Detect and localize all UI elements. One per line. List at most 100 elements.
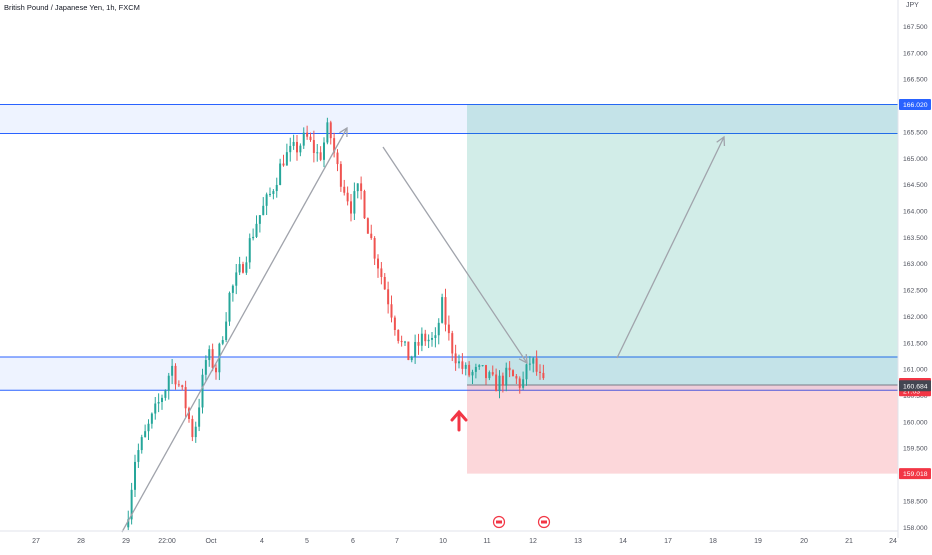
candle-body	[454, 353, 457, 364]
candle-body	[353, 191, 356, 214]
candle-body	[316, 152, 319, 154]
candle-body	[400, 340, 403, 343]
candle-body	[208, 349, 211, 361]
candle-body	[312, 140, 315, 153]
candle-body	[383, 276, 386, 290]
candle-body	[221, 340, 224, 344]
candle-body	[360, 183, 363, 191]
y-tick-label: 160.000	[903, 419, 928, 426]
candle-body	[393, 317, 396, 330]
trend-arrowhead-0	[339, 126, 348, 138]
price-label-text: 159.018	[903, 471, 928, 478]
candle-body	[350, 201, 352, 214]
x-tick-label: 11	[483, 538, 490, 545]
y-tick-label: 163.500	[903, 235, 928, 242]
y-tick-label: 162.000	[903, 314, 928, 321]
candle-body	[302, 132, 305, 146]
candle-body	[275, 184, 278, 192]
candle-body	[255, 223, 258, 237]
candle-body	[495, 374, 498, 392]
candle-body	[387, 289, 390, 305]
candle-body	[215, 367, 217, 373]
event-flag-mark-1	[541, 520, 547, 524]
candle-body	[289, 145, 292, 153]
price-label-text: 27:03	[903, 388, 920, 395]
candle-body	[225, 321, 228, 341]
candle-body	[505, 367, 508, 386]
price-label-text: 166.020	[903, 102, 928, 109]
candle-body	[150, 413, 153, 424]
candle-body	[397, 329, 400, 341]
candle-body	[478, 365, 481, 367]
y-tick-label: 165.000	[903, 156, 928, 163]
x-tick-label: 29	[122, 538, 130, 545]
candle-body	[296, 141, 298, 153]
x-tick-label: 21	[845, 538, 853, 545]
candle-body	[404, 341, 406, 343]
price-label-bg-3	[899, 380, 931, 392]
candle-body	[252, 236, 255, 239]
candle-body	[177, 384, 180, 386]
candle-body	[282, 163, 285, 166]
candle-body	[532, 358, 535, 364]
candle-body	[373, 238, 376, 259]
trend-arrow-0	[121, 127, 348, 533]
candle-body	[474, 366, 477, 372]
y-tick-label: 164.500	[903, 182, 928, 189]
candle-body	[279, 163, 282, 185]
x-tick-label: 12	[529, 538, 537, 545]
chart-title: British Pound / Japanese Yen, 1h, FXCM	[4, 3, 140, 12]
x-tick-label: 6	[351, 538, 355, 545]
x-tick-label: 22:00	[158, 538, 176, 545]
x-tick-label: 14	[619, 538, 627, 545]
candle-body	[238, 264, 241, 273]
candle-body	[157, 401, 160, 404]
candle-body	[198, 407, 201, 427]
x-tick-label: 5	[305, 538, 309, 545]
candle-body	[211, 349, 214, 368]
x-tick-label: 17	[664, 538, 672, 545]
candle-body	[528, 363, 531, 365]
y-tick-label: 163.000	[903, 261, 928, 268]
candle-body	[343, 186, 346, 193]
candle-body	[437, 322, 440, 336]
candle-body	[171, 365, 174, 376]
candle-body	[370, 233, 373, 239]
candle-body	[188, 408, 190, 419]
y-tick-label: 158.000	[903, 525, 928, 532]
candle-body	[420, 333, 423, 346]
candle-body	[309, 136, 312, 141]
candle-body	[515, 376, 518, 379]
candle-body	[306, 132, 309, 137]
x-tick-label: 10	[439, 538, 447, 545]
x-tick-label: 13	[574, 538, 582, 545]
candle-body	[285, 152, 288, 166]
candle-body	[319, 152, 322, 160]
x-tick-label: Oct	[206, 538, 217, 545]
candle-body	[262, 205, 265, 216]
y-tick-label: 167.500	[903, 24, 928, 31]
event-flag-mark-0	[496, 520, 502, 524]
y-tick-label: 160.500	[903, 393, 928, 400]
candle-body	[231, 285, 234, 293]
x-tick-label: 4	[260, 538, 264, 545]
candle-body	[444, 297, 447, 325]
candle-body	[501, 375, 504, 386]
stop-zone	[467, 384, 898, 474]
candle-body	[181, 385, 184, 388]
trend-arrowhead-2	[716, 135, 726, 147]
candle-body	[542, 372, 545, 379]
candle-body	[235, 272, 238, 286]
candle-body	[130, 489, 133, 520]
candle-body	[539, 371, 541, 373]
candle-body	[154, 403, 157, 414]
candle-body	[356, 183, 359, 192]
candle-body	[407, 341, 410, 361]
candle-body	[167, 375, 170, 391]
candle-body	[323, 142, 325, 160]
target-zone	[467, 104, 898, 385]
y-tick-label: 161.500	[903, 340, 928, 347]
candles	[127, 117, 545, 531]
